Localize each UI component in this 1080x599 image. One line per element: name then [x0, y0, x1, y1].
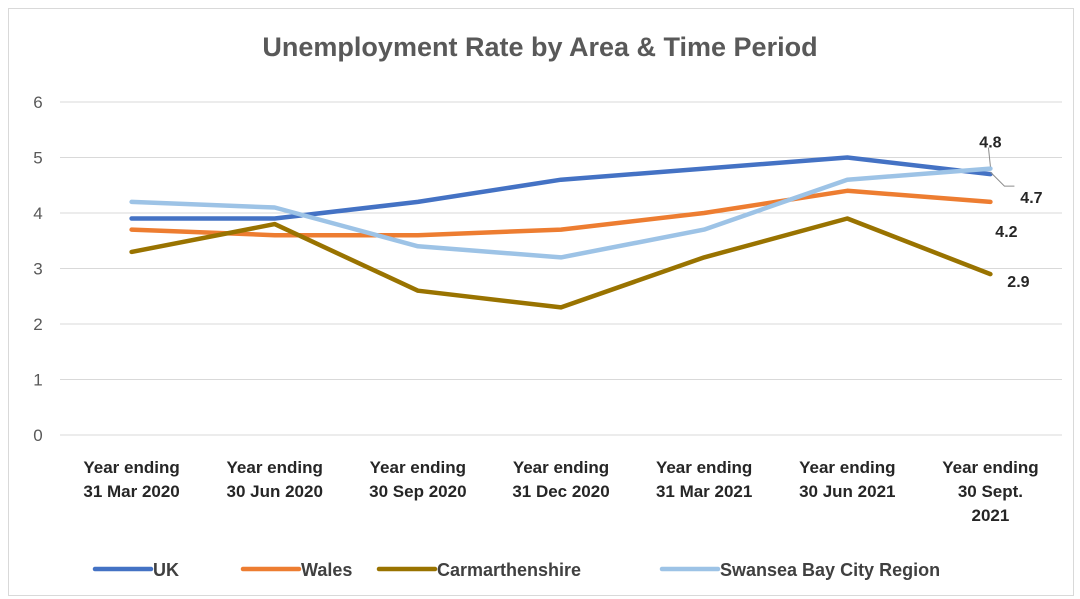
- legend-label-swansea-bay-city-region: Swansea Bay City Region: [720, 560, 940, 580]
- series-line-carmarthenshire: [129, 216, 993, 310]
- x-tick-label-6-line-1: 30 Sept.: [958, 482, 1023, 501]
- y-tick-label-1: 1: [33, 371, 42, 390]
- x-tick-label-6-line-2: 2021: [972, 506, 1010, 525]
- y-tick-label-2: 2: [33, 315, 42, 334]
- chart-frame: [8, 8, 1074, 596]
- series-line-wales: [129, 188, 993, 238]
- data-label-carmarthenshire: 2.9: [1007, 274, 1029, 291]
- series-line-uk: [129, 155, 993, 221]
- series-line-swansea-bay-city-region: [129, 166, 993, 260]
- x-tick-label-3-line-1: 31 Dec 2020: [512, 482, 609, 501]
- x-tick-label-0-line-1: 31 Mar 2020: [83, 482, 179, 501]
- x-tick-label-1-line-0: Year ending: [227, 458, 323, 477]
- x-tick-label-2-line-1: 30 Sep 2020: [369, 482, 466, 501]
- x-tick-label-5-line-0: Year ending: [799, 458, 895, 477]
- legend-label-carmarthenshire: Carmarthenshire: [437, 560, 581, 580]
- y-tick-label-5: 5: [33, 149, 42, 168]
- x-tick-label-4-line-1: 31 Mar 2021: [656, 482, 752, 501]
- y-tick-label-3: 3: [33, 260, 42, 279]
- y-tick-label-4: 4: [33, 204, 42, 223]
- data-label-wales: 4.2: [995, 224, 1017, 241]
- y-tick-label-0: 0: [33, 426, 42, 445]
- leader-line-1: [990, 171, 1015, 187]
- legend-label-uk: UK: [153, 560, 179, 580]
- data-label-uk: 4.7: [1020, 190, 1042, 207]
- x-tick-label-1-line-1: 30 Jun 2020: [227, 482, 323, 501]
- x-tick-label-6-line-0: Year ending: [942, 458, 1038, 477]
- x-tick-label-2-line-0: Year ending: [370, 458, 466, 477]
- leader-line-0: [987, 147, 991, 167]
- x-tick-label-3-line-0: Year ending: [513, 458, 609, 477]
- chart-title: Unemployment Rate by Area & Time Period: [262, 32, 818, 62]
- data-label-swansea-bay-city-region: 4.8: [979, 135, 1001, 152]
- x-tick-label-5-line-1: 30 Jun 2021: [799, 482, 895, 501]
- x-tick-label-4-line-0: Year ending: [656, 458, 752, 477]
- legend-label-wales: Wales: [301, 560, 352, 580]
- y-tick-label-6: 6: [33, 93, 42, 112]
- x-tick-label-0-line-0: Year ending: [83, 458, 179, 477]
